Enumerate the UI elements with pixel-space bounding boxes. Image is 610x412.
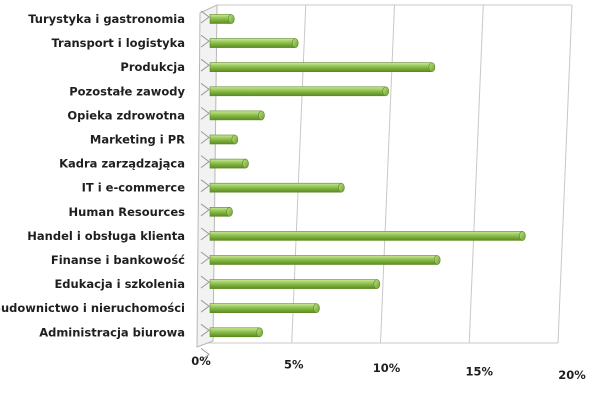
axis-wall-tick [200, 299, 210, 313]
category-label: Budownictwo i nieruchomości [0, 301, 185, 315]
bar [209, 231, 523, 241]
category-label: Human Resources [69, 205, 186, 219]
bar-end-cap [428, 62, 436, 72]
bar [209, 279, 378, 289]
category-label: Turystyka i gastronomia [28, 12, 185, 26]
axis-wall-tick [200, 131, 210, 144]
axis-wall-tick [200, 34, 210, 48]
bar [209, 327, 261, 338]
category-label: Transport i logistyka [51, 36, 185, 50]
x-tick-label: 15% [465, 365, 493, 379]
axis-wall-tick [200, 179, 210, 193]
axis-wall-tick [200, 347, 210, 361]
bar [209, 303, 317, 314]
axis-wall-tick [200, 251, 210, 265]
axis-wall-tick [200, 227, 210, 241]
bar [209, 86, 387, 97]
x-tick-label: 5% [284, 358, 304, 372]
category-label: Marketing i PR [90, 133, 185, 147]
bar-end-cap [433, 255, 441, 265]
bar-end-cap [291, 38, 299, 48]
bar-end-cap [373, 279, 381, 289]
category-label: Handel i obsługa klienta [27, 229, 185, 243]
bar [209, 110, 262, 121]
grid-line [468, 4, 484, 344]
category-label: IT i e-commerce [82, 181, 186, 195]
bars [209, 14, 526, 338]
axis-wall-tick [200, 155, 210, 169]
bar-end-cap [231, 134, 239, 145]
bar-end-cap [242, 158, 249, 169]
category-label: Pozostałe zawody [69, 84, 185, 98]
category-label: Administracja biurowa [39, 325, 185, 339]
bar-end-cap [519, 231, 526, 241]
axis-wall-tick [200, 275, 210, 289]
axis-wall-tick [200, 203, 210, 217]
category-label: Finanse i bankowość [51, 253, 185, 267]
bar [209, 255, 438, 265]
bar [209, 134, 236, 145]
category-label: Opieka zdrowotna [67, 108, 185, 122]
category-label: Edukacja i szkolenia [54, 277, 185, 291]
category-label: Produkcja [120, 60, 185, 74]
grid-line [380, 4, 395, 344]
grid-lines [203, 4, 573, 344]
x-tick-label: 20% [558, 368, 586, 382]
category-labels: Turystyka i gastronomia Transport i logis… [0, 12, 185, 339]
axis-wall-tick [200, 58, 210, 72]
axis-wall-panel [196, 4, 218, 348]
bar-end-cap [226, 207, 233, 217]
x-tick-label: 0% [191, 354, 211, 368]
bar [209, 158, 246, 169]
bar-end-cap [256, 327, 264, 338]
bar [209, 38, 296, 48]
axis-wall-tick [200, 107, 210, 120]
x-axis-tick-labels: 0% 5% 10% 15% 20% [191, 354, 586, 382]
grid-line [557, 4, 573, 344]
bar-end-cap [258, 110, 265, 121]
axis-wall-tick [200, 323, 210, 337]
axis-wall-tick [200, 10, 210, 24]
bar-end-cap [338, 182, 345, 193]
bar-end-cap [228, 14, 235, 24]
bar-end-cap [313, 303, 320, 314]
bar [209, 62, 433, 73]
bar-end-cap [382, 86, 390, 97]
x-tick-label: 10% [373, 361, 401, 375]
bar [209, 182, 342, 193]
axis-wall-tick [200, 82, 210, 96]
grid-line [291, 4, 307, 344]
category-label: Kadra zarządzająca [59, 157, 185, 171]
